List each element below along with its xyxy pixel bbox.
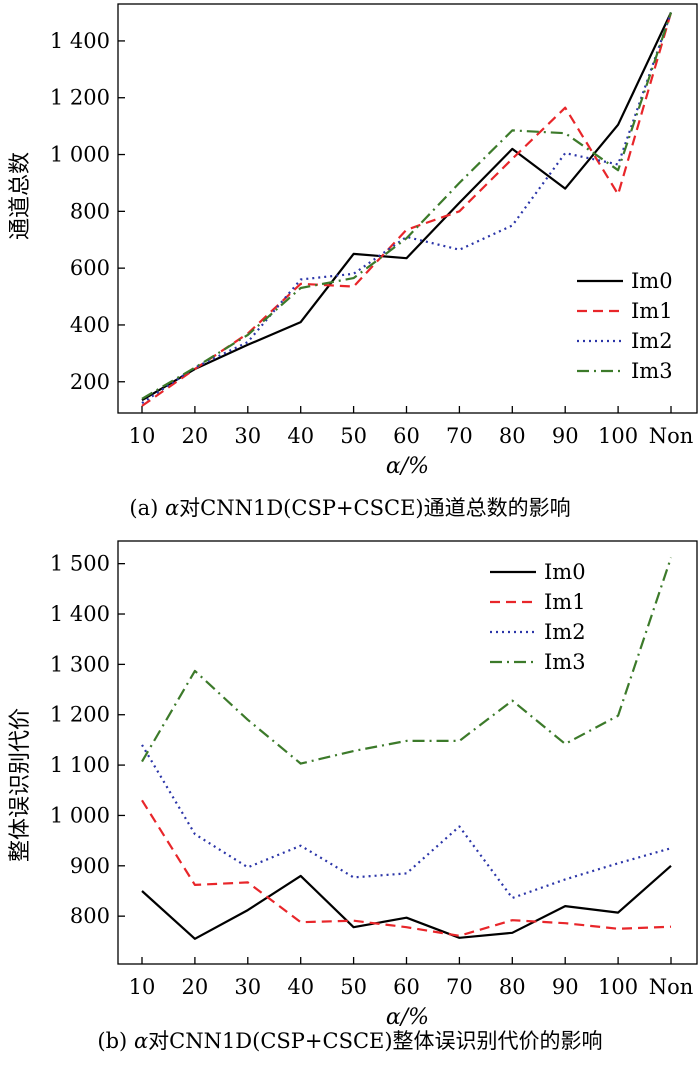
x-tick-label: 50 [340, 975, 367, 999]
x-tick-label: 20 [182, 975, 209, 999]
legend-label-im2: Im2 [544, 620, 586, 644]
caption-alpha: α [134, 1029, 148, 1053]
x-tick-label: 100 [598, 424, 638, 448]
y-tick-label: 800 [70, 904, 110, 928]
caption-alpha: α [165, 496, 179, 520]
x-tick-label: 80 [499, 424, 526, 448]
y-tick-label: 1 500 [50, 552, 110, 576]
y-tick-label: 1 400 [50, 602, 110, 626]
x-tick-label: 40 [287, 975, 314, 999]
x-tick-label: 90 [552, 424, 579, 448]
y-tick-label: 200 [70, 370, 110, 394]
y-tick-label: 600 [70, 256, 110, 280]
plot-frame [117, 3, 698, 414]
series-line-im3 [141, 557, 673, 765]
caption-prefix: (a) [129, 496, 165, 520]
x-axis-label: α/% [386, 454, 429, 479]
chart-b-svg: 800 900 1 000 1 100 1 200 1 300 1 400 1 500 10 20… [8, 540, 698, 1053]
series-line-im0 [141, 864, 672, 940]
chart-caption: (a) α对CNN1D(CSP+CSCE)通道总数的影响 [129, 496, 570, 520]
x-tick-label: 10 [129, 975, 156, 999]
series-line-im1 [141, 799, 672, 937]
x-tick-label: Non [649, 975, 694, 999]
x-tick-label: 30 [234, 424, 261, 448]
legend-label-im3: Im3 [544, 650, 586, 674]
series-line-im2 [141, 12, 673, 405]
legend-label-im1: Im1 [631, 299, 673, 323]
y-tick-label: 1 400 [50, 29, 110, 53]
x-tick-label: 10 [129, 424, 156, 448]
chart-caption: (b) α对CNN1D(CSP+CSCE)整体误识别代价的影响 [97, 1029, 602, 1053]
x-tick-label: 100 [598, 975, 638, 999]
y-tick-label: 1 300 [50, 652, 110, 676]
y-tick-label: 1 000 [50, 803, 110, 827]
chart-a-svg: 200 400 600 800 1 000 1 200 1 400 10 20 30 40 50 60 7… [8, 3, 698, 520]
legend-label-im1: Im1 [544, 590, 586, 614]
y-tick-label: 1 000 [50, 143, 110, 167]
chart-panel-a: 200 400 600 800 1 000 1 200 1 400 10 20 30 40 50 60 7… [8, 3, 698, 520]
y-tick-label: 400 [70, 313, 110, 337]
y-axis-label: 整体误识别代价 [8, 708, 33, 862]
caption-rest: 对CNN1D(CSP+CSCE)整体误识别代价的影响 [148, 1029, 602, 1053]
x-tick-label: 60 [393, 424, 420, 448]
y-tick-label: 800 [70, 199, 110, 223]
x-tick-label: 60 [393, 975, 420, 999]
y-tick-label: 1 200 [50, 86, 110, 110]
x-tick-label: 80 [499, 975, 526, 999]
x-tick-label: Non [649, 424, 694, 448]
x-tick-label: 90 [552, 975, 579, 999]
series-line-im0 [141, 12, 672, 402]
series-line-im3 [141, 12, 673, 400]
caption-prefix: (b) [97, 1029, 134, 1053]
x-tick-label: 20 [182, 424, 209, 448]
chart-panel-b: 800 900 1 000 1 100 1 200 1 300 1 400 1 500 10 20… [0, 533, 700, 1066]
y-tick-label: 1 100 [50, 753, 110, 777]
x-tick-label: 70 [446, 975, 473, 999]
caption-rest: 对CNN1D(CSP+CSCE)通道总数的影响 [179, 496, 570, 520]
legend-label-im3: Im3 [631, 359, 673, 383]
series-line-im1 [141, 12, 673, 407]
series-line-im2 [141, 744, 672, 900]
y-axis-label: 通道总数 [8, 152, 33, 240]
y-tick-label: 900 [70, 854, 110, 878]
legend-label-im2: Im2 [631, 329, 673, 353]
plot-frame [117, 540, 698, 965]
y-tick-label: 1 200 [50, 703, 110, 727]
x-tick-label: 40 [287, 424, 314, 448]
x-tick-label: 30 [234, 975, 261, 999]
legend-label-im0: Im0 [544, 560, 586, 584]
x-axis-label: α/% [386, 1005, 429, 1030]
x-tick-label: 70 [446, 424, 473, 448]
x-tick-label: 50 [340, 424, 367, 448]
legend-label-im0: Im0 [631, 269, 673, 293]
